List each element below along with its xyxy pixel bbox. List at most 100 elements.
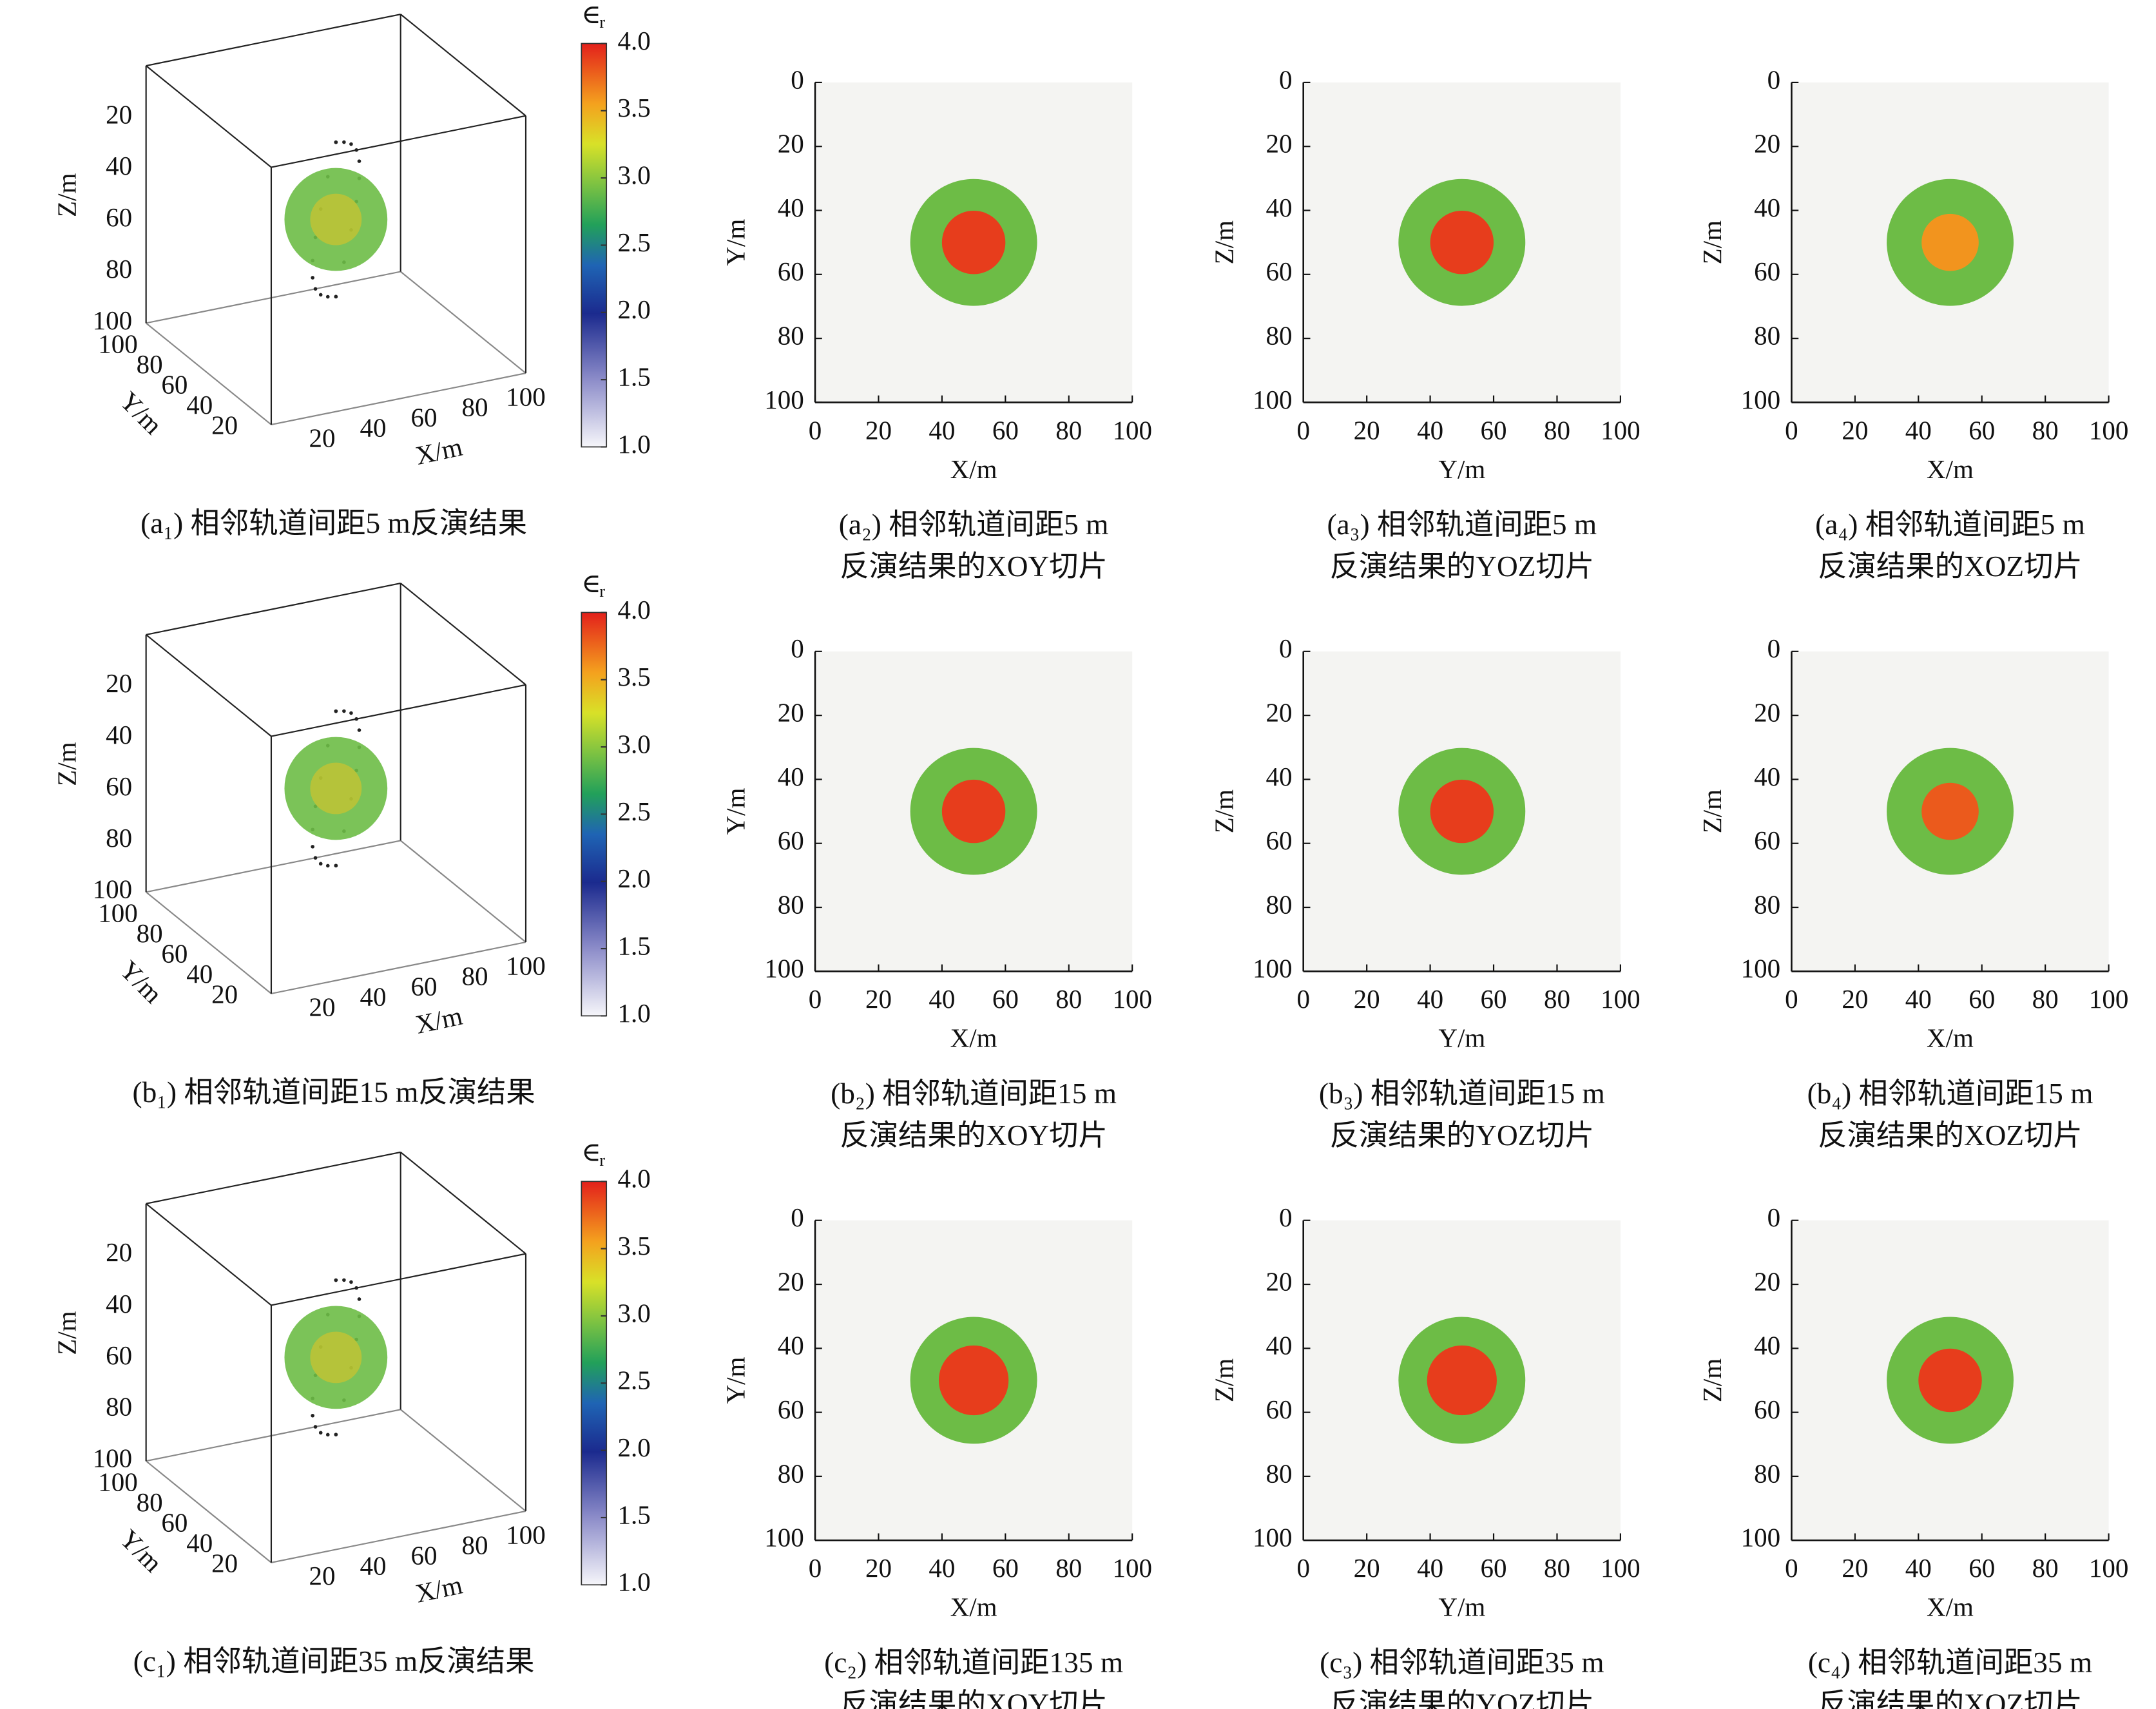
- receiver-dot: [354, 717, 358, 721]
- z-tick-label: 80: [106, 1392, 132, 1422]
- x-tick-label: 0: [1296, 984, 1310, 1014]
- region: [1918, 1348, 1982, 1413]
- colorbar-symbol: ∈: [581, 568, 601, 598]
- receiver-dot: [357, 728, 361, 732]
- x-tick-label: 20: [309, 423, 335, 452]
- receiver-dot: [342, 140, 346, 144]
- x-tick-label: 100: [1112, 1553, 1152, 1583]
- cube-edge: [400, 1152, 526, 1255]
- y-tick-label: 80: [1754, 1458, 1780, 1488]
- y-tick-label: 60: [778, 1395, 804, 1424]
- cube-edge: [145, 891, 272, 994]
- y-tick-label: 40: [778, 762, 804, 791]
- colorbar-tick-label: 3.5: [617, 93, 650, 122]
- cube-edge: [146, 14, 401, 67]
- receiver-dot: [334, 140, 338, 144]
- x-axis-label: Y/m: [1438, 454, 1485, 484]
- receiver-dot: [342, 709, 346, 713]
- x-axis-label: X/m: [1927, 1592, 1974, 1622]
- x-tick-label: 60: [1968, 984, 1995, 1014]
- y-tick-label: 40: [186, 390, 213, 420]
- y-tick-label: 40: [186, 1528, 213, 1558]
- x-axis-label: X/m: [950, 1023, 997, 1053]
- z-tick-label: 80: [106, 254, 132, 284]
- caption: (a₄) 相邻轨道间距5 m: [1815, 508, 2085, 541]
- x-tick-label: 20: [1354, 415, 1380, 445]
- region: [310, 1331, 362, 1384]
- y-axis-label: Z/m: [1697, 220, 1727, 264]
- x-tick-label: 80: [2032, 1553, 2059, 1583]
- x-axis-label: X/m: [1927, 454, 1974, 484]
- x-tick-label: 40: [929, 415, 955, 445]
- z-tick-label: 20: [106, 1237, 132, 1267]
- colorbar-tick-label: 1.0: [617, 429, 650, 459]
- colorbar-symbol: ∈: [581, 0, 601, 29]
- y-tick-label: 20: [1266, 698, 1292, 728]
- x-tick-label: 60: [1481, 415, 1507, 445]
- x-axis-label: X/m: [950, 1592, 997, 1622]
- receiver-dot: [334, 709, 338, 713]
- x-tick-label: 0: [809, 415, 822, 445]
- y-tick-label: 60: [161, 1507, 188, 1537]
- x-tick-label: 20: [865, 415, 892, 445]
- receiver-dot: [318, 862, 323, 866]
- receiver-dot: [311, 276, 314, 280]
- y-tick-label: 100: [1741, 385, 1781, 414]
- caption: 反演结果的XOZ切片: [1818, 550, 2082, 583]
- x-tick-label: 60: [1481, 984, 1507, 1014]
- y-axis-label: Y/m: [721, 219, 751, 266]
- cube-edge: [146, 271, 401, 324]
- y-axis-label: Z/m: [1697, 789, 1727, 833]
- z-tick-label: 80: [106, 823, 132, 853]
- x-tick-label: 40: [1905, 1553, 1932, 1583]
- y-tick-label: 0: [1279, 64, 1293, 94]
- colorbar-tick-label: 1.0: [617, 998, 650, 1028]
- x-tick-label: 60: [410, 1540, 437, 1570]
- z-axis-label: Z/m: [52, 173, 81, 217]
- y-tick-label: 100: [1253, 385, 1293, 414]
- x-tick-label: 80: [1055, 1553, 1082, 1583]
- receiver-dot: [334, 864, 338, 868]
- cube-edge: [400, 840, 526, 943]
- cube-edge: [146, 840, 401, 893]
- x-tick-label: 0: [1785, 984, 1798, 1014]
- region: [941, 779, 1006, 844]
- x-tick-label: 0: [809, 1553, 822, 1583]
- region: [1430, 779, 1494, 844]
- colorbar-tick-label: 2.0: [617, 1433, 650, 1462]
- x-tick-label: 20: [309, 1561, 335, 1590]
- x-axis-label: X/m: [950, 454, 997, 484]
- region: [938, 1345, 1009, 1416]
- y-tick-label: 100: [1741, 1523, 1781, 1552]
- y-tick-label: 80: [1266, 889, 1292, 919]
- receiver-dot: [325, 864, 330, 868]
- receiver-dot: [313, 287, 318, 291]
- colorbar-tick-label: 1.5: [617, 362, 650, 392]
- caption: 反演结果的XOZ切片: [1818, 1119, 2082, 1152]
- y-axis-label: Z/m: [1209, 220, 1238, 264]
- x-tick-label: 40: [1417, 984, 1443, 1014]
- y-tick-label: 20: [778, 1266, 804, 1296]
- colorbar-subscript: r: [599, 13, 605, 32]
- y-tick-label: 20: [778, 698, 804, 728]
- z-tick-label: 60: [106, 202, 132, 232]
- x-tick-label: 100: [1601, 1553, 1641, 1583]
- x-axis-label: X/m: [413, 1570, 465, 1608]
- cube-edge: [145, 1460, 272, 1563]
- caption: (b₁) 相邻轨道间距15 m反演结果: [132, 1076, 535, 1108]
- x-tick-label: 80: [1055, 415, 1082, 445]
- y-tick-label: 40: [778, 193, 804, 222]
- x-tick-label: 100: [506, 951, 545, 980]
- y-tick-label: 100: [764, 385, 804, 414]
- colorbar-tick-label: 3.0: [617, 729, 650, 758]
- caption: (b₂) 相邻轨道间距15 m: [831, 1077, 1117, 1110]
- y-tick-label: 40: [1266, 193, 1292, 222]
- colorbar-tick-label: 1.5: [617, 931, 650, 960]
- colorbar-subscript: r: [599, 582, 605, 601]
- colorbar-tick-label: 4.0: [617, 26, 650, 55]
- y-tick-label: 0: [1279, 1202, 1293, 1232]
- z-tick-label: 100: [93, 305, 133, 335]
- x-tick-label: 80: [1544, 415, 1570, 445]
- x-tick-label: 0: [1296, 415, 1310, 445]
